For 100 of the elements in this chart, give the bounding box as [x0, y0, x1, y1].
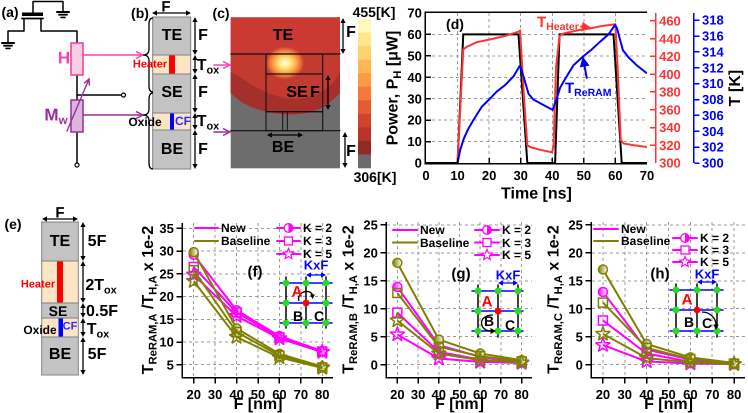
y2-tick-label: 400 [659, 66, 681, 82]
legend-label: Baseline [221, 234, 270, 248]
text: (b) [131, 5, 149, 21]
y2-tick-label: 440 [659, 31, 681, 46]
y2-tick-label: 420 [659, 49, 681, 64]
x-tick-label: 80 [315, 387, 330, 402]
y-tick-label: 40 [407, 70, 422, 85]
text: Heater [20, 278, 56, 290]
x-tick-label: 20 [186, 387, 201, 402]
y3-tick-label: 308 [702, 92, 724, 108]
legend-label: K = 2 [700, 231, 730, 245]
y-tick-label: 60 [407, 26, 422, 42]
text: F [346, 143, 356, 160]
y-tick-label: 10 [568, 301, 583, 316]
y-tick-label: 35 [159, 221, 174, 236]
annotation: KxF [496, 268, 520, 282]
text: F [198, 84, 208, 101]
text: 0.5F [86, 303, 118, 320]
text: TE [50, 233, 70, 250]
text: F [198, 141, 208, 158]
annotation: (d) [446, 16, 464, 32]
legend-label: New [621, 222, 646, 236]
text: 306[K] [354, 169, 396, 185]
legend-label: K = 3 [502, 236, 532, 250]
y3-tick-label: 310 [702, 76, 724, 92]
annotation: C [702, 315, 712, 331]
text: SE [48, 303, 68, 319]
annotation: (g) [451, 266, 471, 282]
y-tick-label: 0 [576, 357, 583, 372]
legend-label: Baseline [621, 234, 670, 248]
annotation: (h) [650, 266, 670, 282]
text: (a) [1, 4, 19, 20]
y-tick-label: 20 [407, 112, 422, 128]
text: BE [160, 141, 184, 158]
x-tick-label: 30 [513, 168, 528, 184]
y-tick-label: 5 [166, 357, 174, 372]
annotation: B [484, 313, 494, 329]
x-tick-label: 70 [704, 387, 720, 402]
x-tick-label: 80 [514, 387, 529, 402]
y2-tick-label: 460 [659, 14, 681, 29]
legend-label: K = 3 [700, 243, 730, 257]
y-tick-label: 0 [370, 357, 378, 372]
text: CF [175, 114, 191, 128]
y-tick-label: 10 [363, 301, 378, 316]
text: T$_{ox}$ [86, 321, 110, 340]
x-tick-label: 70 [294, 387, 308, 402]
legend-label: K = 3 [303, 234, 332, 248]
annotation: C [314, 308, 324, 324]
y3-tick-label: 300 [702, 156, 724, 171]
text: 5F [88, 233, 106, 250]
y3-tick-label: 314 [702, 44, 724, 60]
y3-tick-label: 306 [702, 108, 724, 123]
y-tick-label: 30 [407, 91, 422, 106]
text: H [58, 48, 70, 68]
y2-tick-label: 300 [659, 156, 681, 171]
y-tick-label: 25 [159, 266, 174, 282]
y3-axis-title: T [K] [726, 70, 744, 106]
text: F [198, 27, 208, 44]
text: (c) [212, 5, 230, 21]
y2-tick-label: 320 [659, 138, 681, 153]
annotation: A [482, 294, 492, 310]
annotation: A [682, 292, 692, 308]
y-tick-label: 20 [159, 289, 174, 304]
y-tick-label: 30 [159, 244, 174, 259]
y-tick-label: 5 [370, 329, 378, 344]
annotation: KxF [694, 266, 720, 282]
y2-tick-label: 340 [659, 120, 681, 136]
legend-label: K = 2 [303, 221, 332, 235]
y3-tick-label: 312 [702, 60, 724, 76]
legend-label: New [221, 221, 246, 235]
x-tick-label: 60 [608, 168, 623, 184]
annotation: B [292, 308, 304, 324]
x-tick-label: 70 [494, 387, 508, 402]
y-tick-label: 10 [407, 134, 422, 150]
text: (e) [4, 216, 22, 232]
text: SE [161, 84, 183, 101]
text: F [55, 204, 65, 222]
y3-tick-label: 316 [702, 28, 724, 44]
text: M$_{w}$ [44, 106, 68, 127]
x-tick-label: 40 [545, 168, 560, 184]
text: F [346, 24, 356, 41]
y-tick-label: 25 [568, 217, 583, 232]
y-tick-label: 25 [363, 217, 378, 232]
x-tick-label: 20 [596, 387, 610, 402]
series-label: T$_{ReRAM}$ [565, 80, 612, 100]
text: TE [272, 27, 294, 44]
y-tick-label: 20 [568, 245, 583, 260]
text: SE [286, 84, 308, 101]
legend-label: K = 5 [700, 255, 730, 269]
legend-label: K = 5 [502, 248, 532, 262]
x-tick-label: 20 [390, 387, 405, 402]
text: Oxide [23, 323, 57, 337]
text: TE [162, 27, 182, 44]
x-tick-label: 10 [450, 168, 465, 184]
x-tick-label: 80 [726, 387, 742, 402]
x-tick-label: 70 [640, 168, 654, 184]
y-tick-label: 50 [407, 48, 422, 64]
legend-label: New [420, 223, 445, 237]
text: T$_{ox}$ [196, 57, 220, 76]
text: 5F [88, 346, 106, 363]
